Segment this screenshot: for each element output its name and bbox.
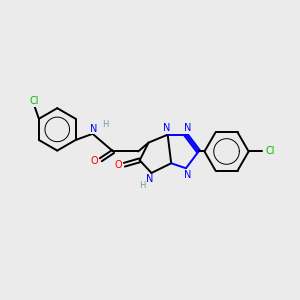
Text: H: H <box>140 181 146 190</box>
Text: N: N <box>184 170 191 180</box>
Text: N: N <box>90 124 98 134</box>
Text: N: N <box>184 123 191 133</box>
Text: H: H <box>102 120 108 129</box>
Text: O: O <box>91 156 98 166</box>
Text: Cl: Cl <box>30 96 39 106</box>
Text: N: N <box>163 123 170 133</box>
Text: Cl: Cl <box>266 146 275 157</box>
Text: N: N <box>146 174 154 184</box>
Text: O: O <box>114 160 122 170</box>
